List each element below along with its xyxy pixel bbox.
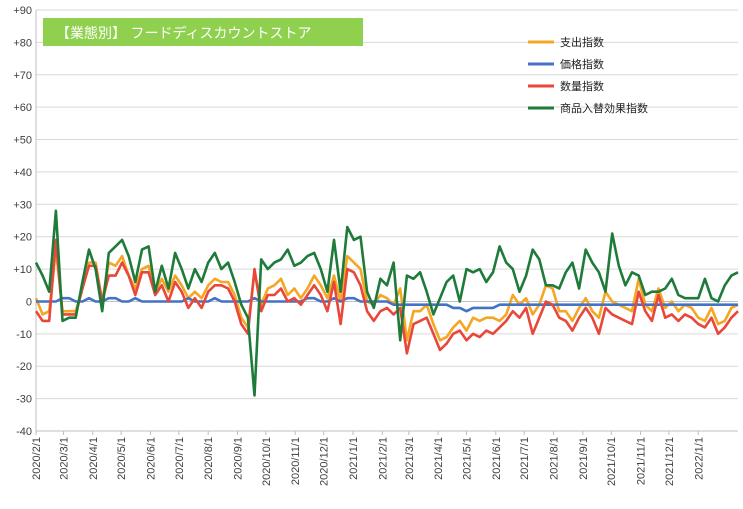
x-tick-label: 2021/8/1	[549, 437, 561, 480]
y-tick-label: +70	[13, 70, 32, 82]
y-tick-label: +50	[13, 135, 32, 147]
x-tick-label: 2021/2/1	[377, 437, 389, 480]
y-tick-label: -30	[16, 394, 32, 406]
y-tick-label: +60	[13, 102, 32, 114]
y-tick-label: +90	[13, 5, 32, 17]
y-tick-label: +40	[13, 167, 32, 179]
x-tick-label: 2020/10/1	[261, 437, 273, 486]
y-tick-label: +20	[13, 232, 32, 244]
series-line-1	[36, 296, 738, 313]
chart-title: 【業態別】 フードディスカウントストア	[56, 25, 311, 42]
y-tick-label: +10	[13, 264, 32, 276]
x-tick-label: 2021/12/1	[664, 437, 676, 486]
x-axis: 2020/2/1 2020/3/1 2020/4/1 2020/5/1 2020/6/1…	[31, 431, 705, 486]
y-tick-label: -10	[16, 329, 32, 341]
grid-lines	[35, 9, 738, 432]
y-tick-label: 0	[26, 296, 32, 308]
x-tick-label: 2021/11/1	[636, 437, 648, 485]
y-tick-label: -20	[16, 361, 32, 373]
x-tick-label: 2022/1/1	[693, 437, 705, 480]
x-tick-label: 2021/7/1	[519, 437, 531, 480]
y-tick-label: +80	[13, 37, 32, 49]
x-tick-label: 2020/12/1	[319, 437, 331, 486]
x-tick-label: 2020/9/1	[233, 437, 245, 480]
x-tick-label: 2020/2/1	[31, 437, 43, 480]
x-tick-label: 2020/5/1	[116, 437, 128, 480]
x-tick-label: 2021/5/1	[461, 437, 473, 480]
y-tick-label: +30	[13, 199, 32, 211]
x-tick-label: 2021/3/1	[404, 437, 416, 480]
legend-label: 価格指数	[560, 57, 604, 71]
legend-label: 商品入替効果指数	[560, 101, 648, 115]
legend-label: 支出指数	[560, 35, 604, 49]
x-tick-label: 2020/11/1	[290, 437, 302, 485]
x-tick-label: 2020/7/1	[174, 437, 186, 480]
x-tick-label: 2020/8/1	[203, 437, 215, 480]
x-tick-label: 2020/6/1	[145, 437, 157, 480]
series-line-2	[34, 238, 739, 355]
x-tick-label: 2021/6/1	[491, 437, 503, 480]
x-tick-label: 2020/3/1	[58, 437, 70, 480]
x-tick-label: 2021/4/1	[433, 437, 445, 480]
x-tick-label: 2021/1/1	[348, 437, 360, 480]
x-tick-label: 2021/9/1	[578, 437, 590, 480]
series-line-0	[34, 248, 739, 342]
y-tick-label: -40	[16, 426, 32, 438]
x-tick-label: 2021/10/1	[606, 437, 618, 486]
chart-title-box: 【業態別】 フードディスカウントストア	[43, 18, 363, 46]
series-lines	[34, 209, 739, 397]
y-axis: -40 -30 -20 -10 0 +10 +20 +30 +40 +50 +60 +70 +80 +90	[13, 5, 32, 438]
legend-label: 数量指数	[560, 79, 604, 93]
series-line-3	[34, 209, 739, 397]
x-tick-label: 2020/4/1	[88, 437, 100, 480]
